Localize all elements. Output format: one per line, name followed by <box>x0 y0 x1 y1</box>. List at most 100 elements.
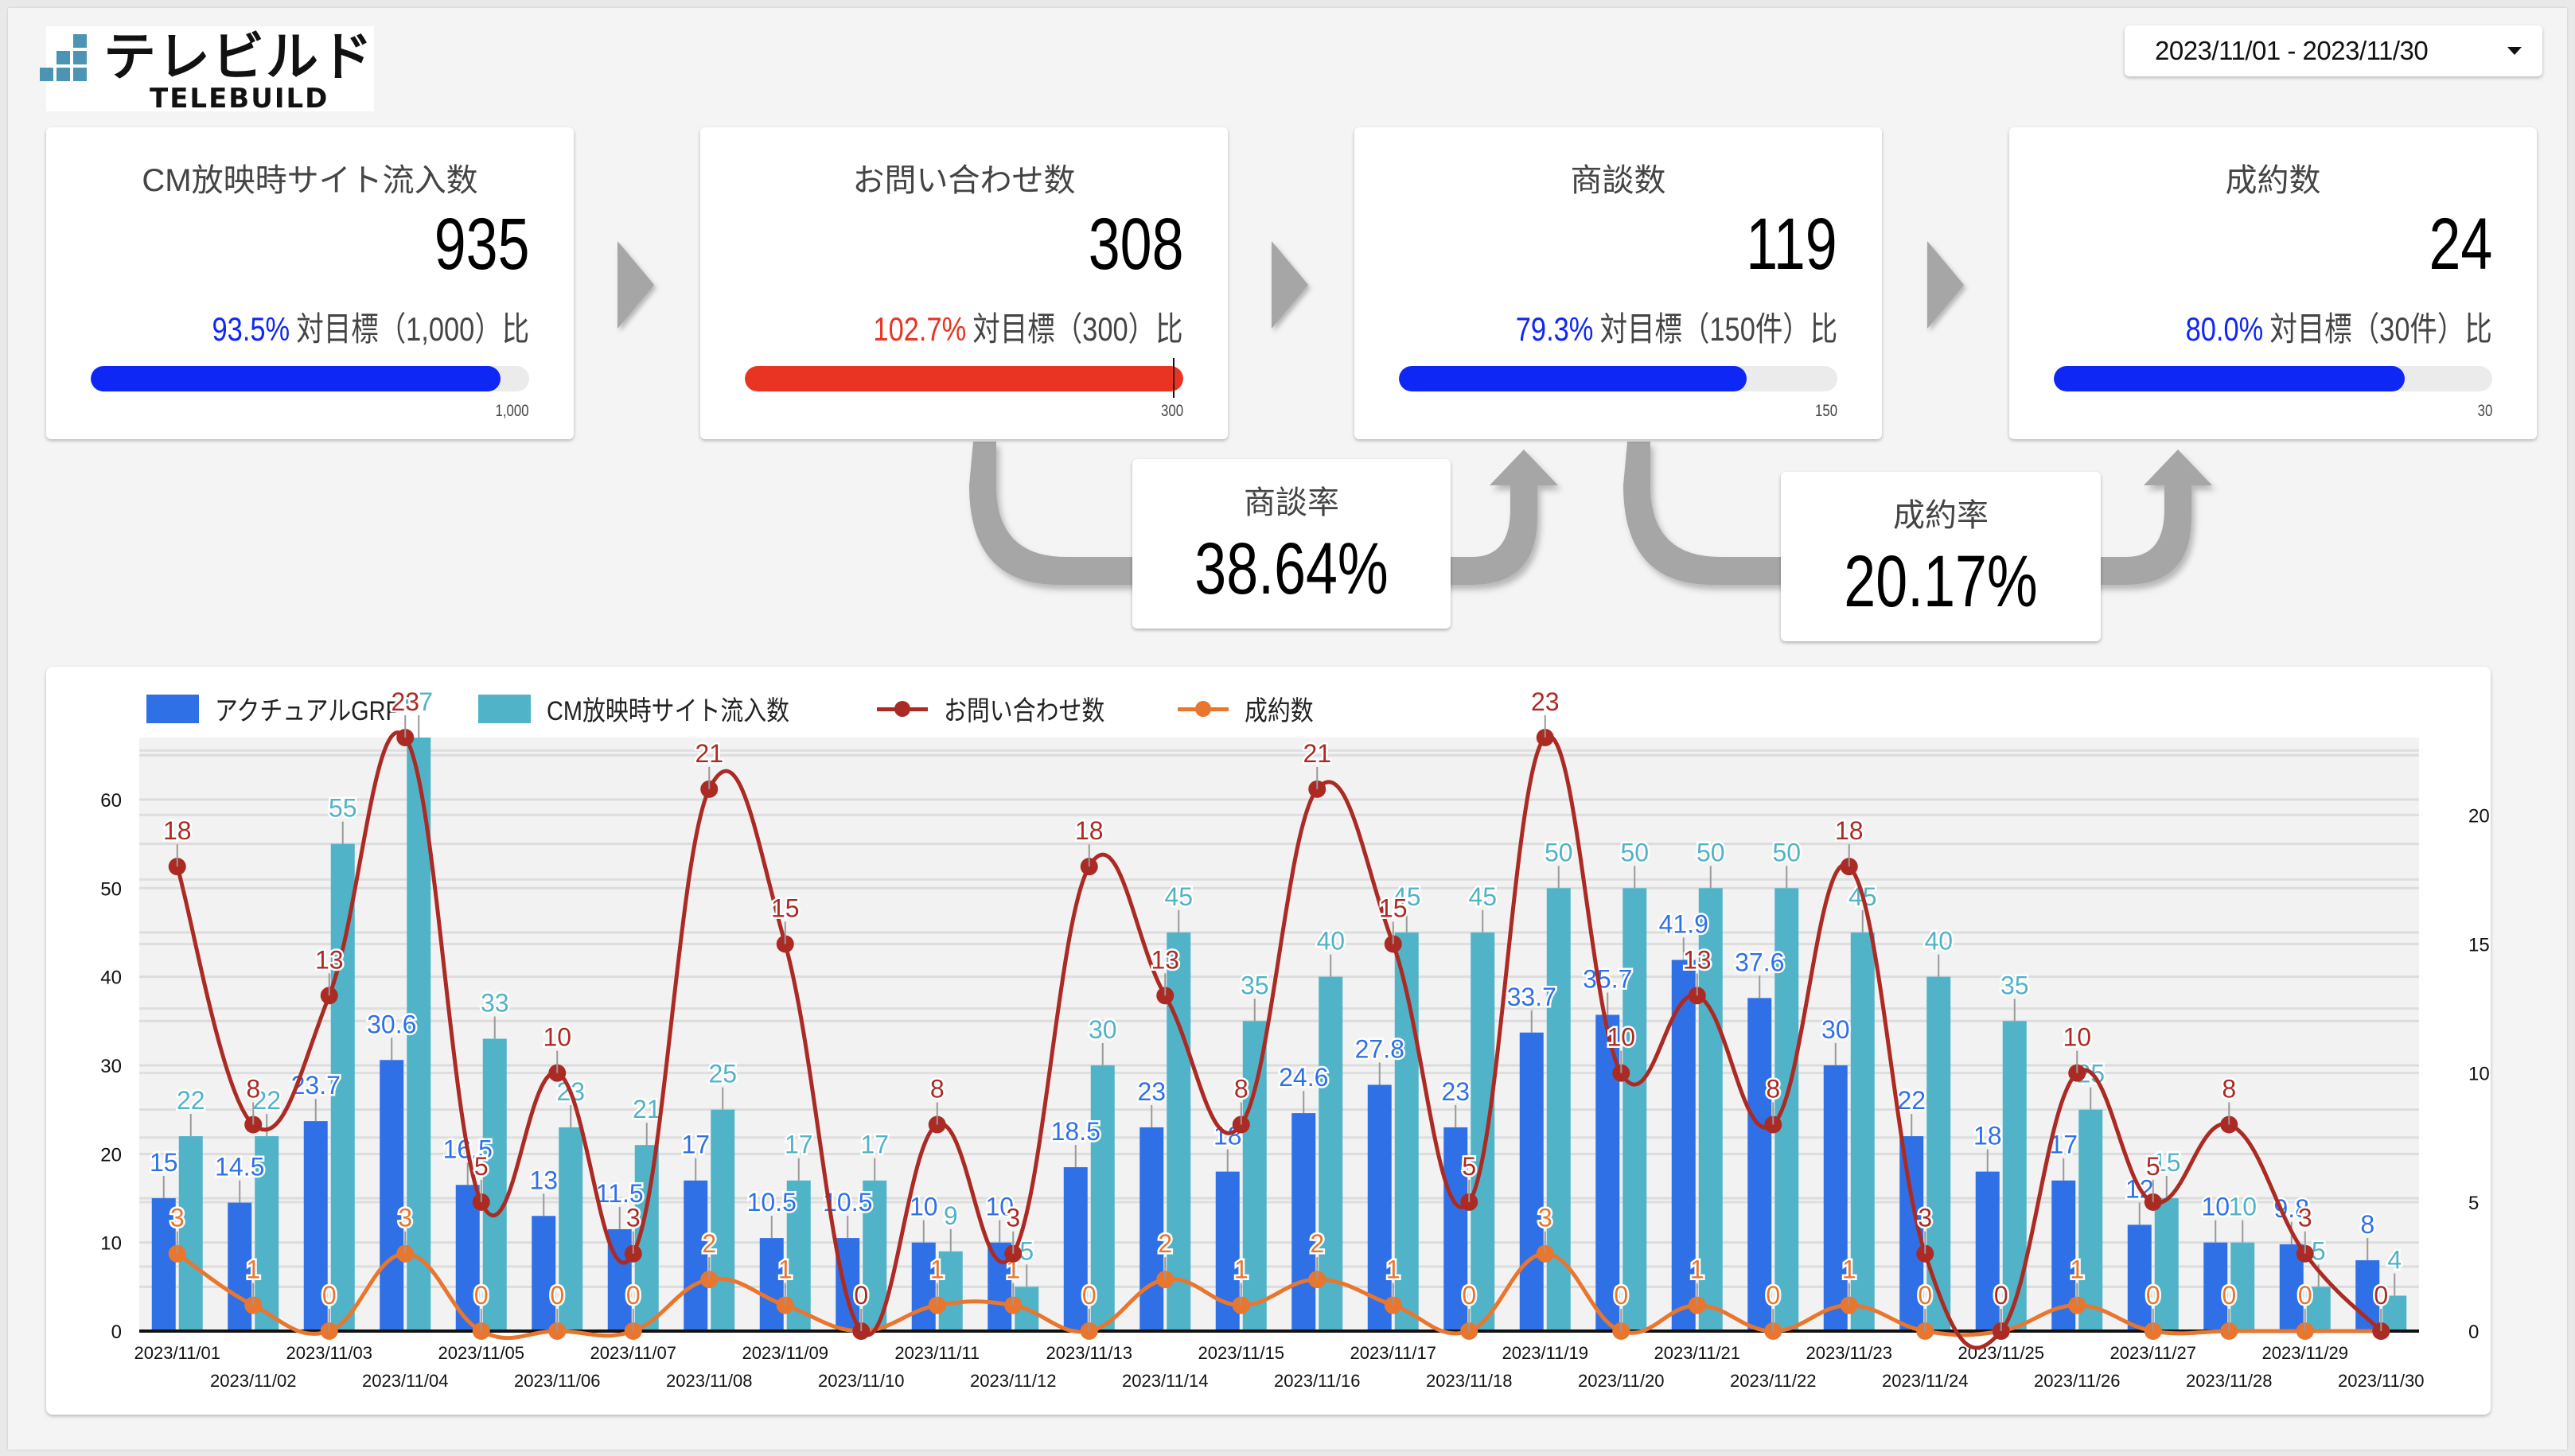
svg-text:67: 67 <box>404 687 433 716</box>
svg-text:2: 2 <box>1310 1229 1324 1258</box>
x-axis-tick-label: 2023/11/23 <box>1806 1343 1892 1363</box>
y-axis-tick-label: 0 <box>111 1322 122 1343</box>
kpi-percent: 93.5% <box>212 310 290 348</box>
bar-grp <box>1747 998 1772 1331</box>
meeting-rate-box: 商談率 38.64% <box>1132 459 1451 629</box>
svg-text:1: 1 <box>1234 1256 1249 1284</box>
bar-site-visits <box>178 1136 203 1331</box>
svg-text:0: 0 <box>2298 1281 2312 1310</box>
x-axis-tick-label: 2023/11/22 <box>1730 1371 1816 1391</box>
svg-text:55: 55 <box>329 794 357 823</box>
legend-item-site-visits[interactable]: CM放映時サイト流入数 <box>477 689 832 728</box>
kpi-target-text: 対目標（150件）比 <box>1599 310 1837 348</box>
kpi-card-site-visits: CM放映時サイト流入数 935 93.5% 対目標（1,000）比 1,000 <box>46 127 574 439</box>
bar-site-visits <box>863 1180 887 1331</box>
legend-line-marker-icon <box>876 695 928 723</box>
date-range-picker[interactable]: 2023/11/01 - 2023/11/30 <box>2125 25 2542 76</box>
svg-text:17: 17 <box>681 1131 710 1159</box>
rate-label: 商談率 <box>1244 485 1339 520</box>
kpi-max-label: 30 <box>2477 402 2492 420</box>
data-point <box>168 858 186 876</box>
x-axis-tick-label: 2023/11/13 <box>1046 1343 1132 1363</box>
svg-text:23: 23 <box>1531 687 1560 716</box>
svg-text:8: 8 <box>2222 1075 2236 1104</box>
svg-text:0: 0 <box>1082 1281 1097 1310</box>
bar-grp <box>911 1242 936 1331</box>
data-point <box>320 987 338 1005</box>
rate-label: 成約率 <box>1893 498 1989 533</box>
svg-text:11.5: 11.5 <box>596 1179 644 1208</box>
bar-grp <box>1975 1171 2000 1331</box>
y2-axis-tick-label: 0 <box>2468 1322 2479 1343</box>
bar-grp <box>1823 1065 1848 1331</box>
svg-text:17: 17 <box>860 1131 889 1159</box>
bar-site-visits <box>711 1109 735 1331</box>
svg-text:0: 0 <box>2374 1281 2388 1310</box>
svg-text:3: 3 <box>170 1204 185 1232</box>
kpi-progress-bar <box>1399 366 1837 391</box>
svg-text:41.9: 41.9 <box>1659 909 1708 938</box>
svg-text:50: 50 <box>1697 838 1725 866</box>
bar-site-visits <box>2154 1197 2179 1331</box>
svg-text:22: 22 <box>1897 1086 1926 1115</box>
kpi-progress-bar <box>2054 366 2492 391</box>
svg-text:8: 8 <box>930 1075 945 1104</box>
kpi-card-meetings: 商談数 119 79.3% 対目標（150件）比 150 <box>1354 127 1882 439</box>
kpi-title: 成約数 <box>2225 163 2321 198</box>
kpi-title: お問い合わせ数 <box>852 163 1076 198</box>
svg-text:1: 1 <box>778 1256 793 1284</box>
bar-site-visits <box>330 843 355 1331</box>
svg-text:17: 17 <box>2049 1131 2078 1159</box>
svg-text:1: 1 <box>1842 1256 1856 1284</box>
rate-value: 38.64% <box>1194 528 1389 609</box>
x-axis-tick-label: 2023/11/28 <box>2186 1371 2272 1391</box>
svg-text:10: 10 <box>2228 1193 2257 1221</box>
svg-text:13: 13 <box>1151 945 1179 974</box>
bar-grp <box>759 1238 784 1331</box>
svg-text:15: 15 <box>2152 1148 2181 1177</box>
svg-text:18: 18 <box>163 816 192 845</box>
legend-item-inquiries[interactable]: お問い合わせ数 <box>876 689 1133 728</box>
svg-text:23: 23 <box>1441 1077 1470 1106</box>
bar-site-visits <box>1471 932 1495 1331</box>
bar-site-visits <box>1698 888 1723 1331</box>
legend-item-contracts[interactable]: 成約数 <box>1177 689 1326 728</box>
x-axis-tick-label: 2023/11/16 <box>1274 1371 1360 1391</box>
y-axis-tick-label: 40 <box>100 967 122 989</box>
x-axis-tick-label: 2023/11/14 <box>1122 1371 1208 1391</box>
y2-axis-tick-label: 10 <box>2468 1064 2490 1085</box>
y2-axis-tick-label: 15 <box>2468 934 2490 956</box>
svg-text:0: 0 <box>626 1281 641 1310</box>
bar-site-visits <box>1090 1065 1115 1331</box>
svg-text:0: 0 <box>854 1281 868 1310</box>
svg-text:1: 1 <box>246 1256 260 1284</box>
x-axis-tick-label: 2023/11/26 <box>2034 1371 2120 1391</box>
svg-text:18.5: 18.5 <box>1051 1117 1101 1146</box>
svg-text:5: 5 <box>2312 1236 2326 1265</box>
svg-text:8: 8 <box>1766 1075 1780 1104</box>
svg-text:0: 0 <box>2222 1281 2236 1310</box>
svg-text:5: 5 <box>474 1152 489 1181</box>
kpi-card-inquiries: お問い合わせ数 308 102.7% 対目標（300）比 300 <box>700 127 1228 439</box>
bar-site-visits <box>1774 888 1799 1331</box>
logo-text-jp: テレビルド <box>103 26 374 88</box>
legend-item-grp[interactable]: アクチュアルGRP <box>146 689 434 728</box>
kpi-title: CM放映時サイト流入数 <box>142 163 478 198</box>
data-point <box>1460 1193 1478 1211</box>
kpi-max-label: 1,000 <box>495 402 529 420</box>
legend-line-marker-icon <box>1177 695 1229 723</box>
x-axis-tick-label: 2023/11/04 <box>362 1371 448 1391</box>
svg-text:22: 22 <box>177 1086 205 1115</box>
kpi-percent: 79.3% <box>1515 310 1594 348</box>
svg-text:0: 0 <box>1614 1281 1628 1310</box>
kpi-card-contracts: 成約数 24 80.0% 対目標（30件）比 30 <box>2009 127 2537 439</box>
y-axis-tick-label: 30 <box>100 1056 122 1077</box>
svg-text:33: 33 <box>481 989 509 1018</box>
svg-text:17: 17 <box>785 1131 813 1159</box>
kpi-value: 24 <box>2429 204 2492 285</box>
svg-text:40: 40 <box>1924 927 1953 956</box>
bar-site-visits <box>1623 888 1647 1331</box>
logo-blocks-icon <box>40 34 110 82</box>
bar-grp <box>1367 1084 1392 1331</box>
logo-text-en: TELEBUILD <box>150 83 329 115</box>
